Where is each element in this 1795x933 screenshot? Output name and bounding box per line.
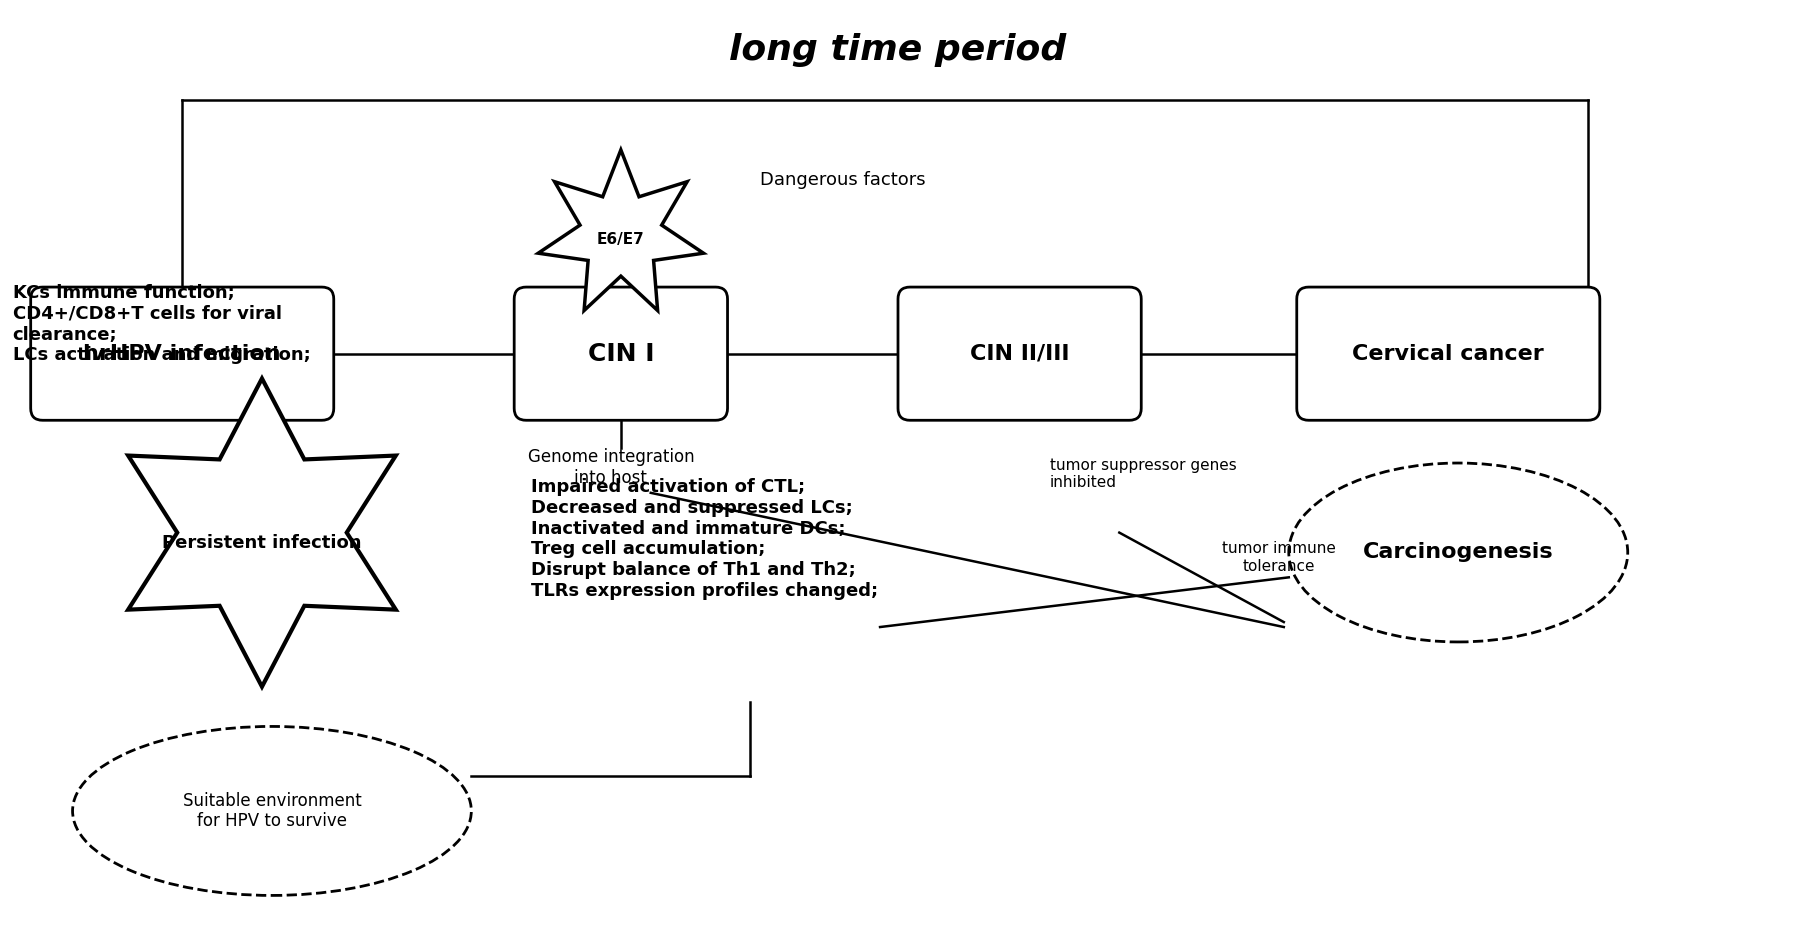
Text: long time period: long time period	[729, 34, 1066, 67]
Text: Persistent infection: Persistent infection	[162, 534, 363, 551]
Text: Cervical cancer: Cervical cancer	[1352, 343, 1544, 364]
Text: Dangerous factors: Dangerous factors	[761, 171, 926, 188]
Text: Genome integration
into host: Genome integration into host	[528, 448, 695, 487]
Text: E6/E7: E6/E7	[598, 232, 644, 247]
Text: CIN I: CIN I	[587, 341, 653, 366]
Text: CIN II/III: CIN II/III	[969, 343, 1070, 364]
FancyBboxPatch shape	[898, 287, 1142, 420]
Text: tumor immune
tolerance: tumor immune tolerance	[1222, 541, 1335, 574]
Ellipse shape	[72, 727, 472, 896]
Text: hrHPV infection: hrHPV infection	[83, 343, 282, 364]
Polygon shape	[538, 150, 704, 311]
Text: Suitable environment
for HPV to survive: Suitable environment for HPV to survive	[183, 791, 361, 830]
Text: Carcinogenesis: Carcinogenesis	[1362, 542, 1553, 563]
FancyBboxPatch shape	[1296, 287, 1599, 420]
Text: KCs immune function;
CD4+/CD8+T cells for viral
clearance;
LCs activation and mi: KCs immune function; CD4+/CD8+T cells fo…	[13, 284, 311, 365]
Text: tumor suppressor genes
inhibited: tumor suppressor genes inhibited	[1050, 458, 1237, 491]
FancyBboxPatch shape	[513, 287, 727, 420]
Text: Impaired activation of CTL;
Decreased and suppressed LCs;
Inactivated and immatu: Impaired activation of CTL; Decreased an…	[531, 478, 878, 600]
Polygon shape	[127, 379, 395, 687]
Ellipse shape	[1289, 463, 1628, 642]
FancyBboxPatch shape	[31, 287, 334, 420]
